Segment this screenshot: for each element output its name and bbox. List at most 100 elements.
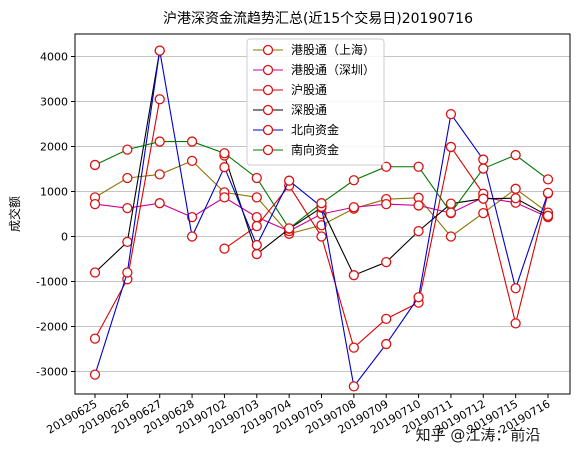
data-point — [251, 172, 262, 184]
data-point — [219, 192, 230, 203]
data-point — [283, 175, 295, 186]
data-point — [381, 198, 392, 210]
legend-label: 南向资金 — [291, 142, 339, 157]
data-point — [316, 198, 327, 209]
y-tick-label: 0 — [61, 231, 68, 244]
legend-item: 沪股通 — [253, 83, 327, 97]
data-point — [542, 174, 554, 185]
series-line — [94, 99, 161, 339]
y-tick-label: 4000 — [40, 51, 68, 64]
data-point — [316, 220, 327, 231]
data-point — [251, 192, 262, 203]
data-point — [89, 267, 101, 278]
data-point — [381, 338, 392, 350]
data-point — [219, 162, 230, 173]
data-point — [316, 231, 327, 242]
data-point — [510, 183, 521, 194]
data-point — [478, 163, 489, 174]
data-point — [283, 223, 295, 234]
data-point — [89, 198, 101, 210]
series-group — [89, 45, 554, 392]
data-point — [219, 243, 230, 254]
data-point — [154, 198, 165, 209]
data-point — [542, 210, 554, 221]
series — [89, 136, 554, 234]
data-point — [348, 342, 360, 353]
data-point — [413, 225, 424, 237]
data-point — [186, 155, 198, 167]
data-point — [348, 381, 360, 392]
y-tick-label: 2000 — [40, 141, 68, 154]
legend-item: 南向资金 — [253, 142, 339, 157]
data-point — [348, 202, 360, 213]
data-point — [251, 248, 262, 260]
legend-label: 北向资金 — [291, 122, 339, 137]
data-point — [348, 270, 360, 281]
y-tick-label: -3000 — [36, 366, 68, 379]
legend-item: 港股通（上海） — [253, 42, 375, 57]
y-axis-label: 成交额 — [7, 196, 22, 232]
data-point — [510, 283, 521, 294]
y-tick-label: 3000 — [40, 96, 68, 109]
data-point — [445, 141, 457, 153]
data-point — [186, 211, 198, 223]
data-point — [186, 136, 198, 147]
data-point — [154, 169, 165, 180]
data-point — [122, 144, 133, 155]
chart-title: 沪港深资金流趋势汇总(近15个交易日)20190716 — [163, 10, 473, 27]
data-point — [445, 108, 457, 120]
data-point — [413, 161, 424, 172]
data-point — [154, 136, 165, 147]
legend-label: 沪股通 — [291, 83, 327, 97]
data-point — [122, 267, 133, 278]
data-point — [413, 200, 424, 211]
data-point — [381, 256, 392, 268]
legend-marker — [262, 84, 274, 96]
data-point — [122, 236, 133, 248]
data-point — [154, 45, 165, 56]
legend-marker — [262, 144, 274, 156]
data-point — [445, 198, 457, 209]
data-point — [413, 292, 424, 303]
data-point — [122, 172, 133, 184]
legend-item: 深股通 — [253, 103, 327, 117]
y-tick-label: -1000 — [36, 276, 68, 289]
data-point — [251, 239, 262, 251]
legend-item: 北向资金 — [253, 122, 339, 137]
data-point — [186, 231, 198, 242]
data-point — [381, 161, 392, 172]
data-point — [251, 220, 262, 232]
data-point — [478, 193, 489, 204]
legend-label: 深股通 — [291, 103, 327, 117]
legend-marker — [262, 104, 274, 116]
data-point — [89, 159, 101, 171]
data-point — [445, 207, 457, 218]
legend-marker — [262, 64, 274, 76]
data-point — [381, 313, 392, 325]
legend-marker — [262, 44, 274, 56]
plot-area-frame — [74, 33, 571, 395]
data-point — [510, 193, 521, 204]
y-tick-label: -2000 — [36, 321, 68, 334]
y-axis-ticks: -3000 -2000 -1000 0 1000 2000 3000 4000 — [36, 51, 75, 379]
legend-label: 港股通（上海） — [291, 42, 375, 57]
data-point — [510, 149, 521, 161]
data-point — [219, 148, 230, 159]
legend-label: 港股通（深圳） — [291, 63, 375, 77]
data-point — [251, 211, 262, 223]
data-point — [348, 175, 360, 186]
data-point — [154, 94, 165, 105]
data-point — [510, 318, 521, 329]
data-point — [122, 202, 133, 214]
data-point — [89, 369, 101, 380]
watermark: 知乎 @江涛：前沿 — [416, 426, 541, 444]
data-point — [89, 333, 101, 344]
y-tick-label: 1000 — [40, 186, 68, 199]
legend-marker — [262, 124, 274, 136]
data-point — [478, 154, 489, 165]
legend-item: 港股通（深圳） — [253, 63, 375, 77]
data-point — [542, 187, 554, 199]
data-point — [478, 207, 489, 219]
